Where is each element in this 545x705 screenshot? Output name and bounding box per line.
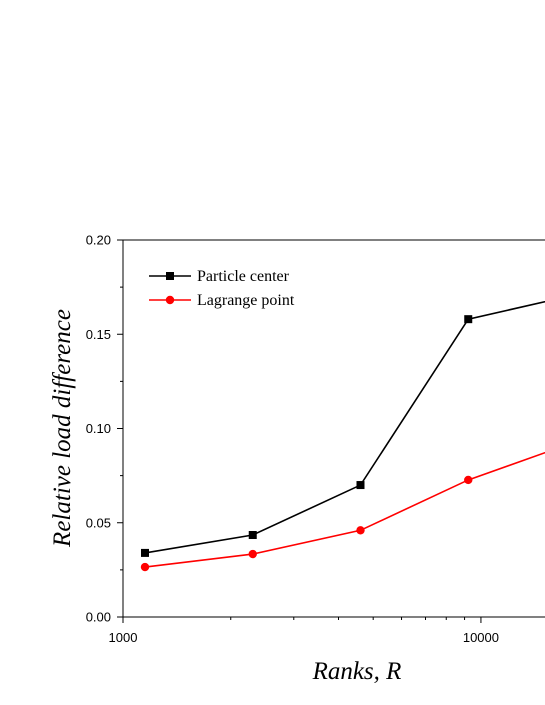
legend-marker bbox=[165, 295, 175, 305]
x-tick-label: 1000 bbox=[109, 630, 138, 645]
marker bbox=[248, 549, 257, 559]
legend-marker bbox=[166, 272, 174, 280]
marker bbox=[140, 562, 150, 572]
marker bbox=[464, 315, 473, 324]
y-tick-label: 0.15 bbox=[86, 327, 111, 342]
y-axis-title: Relative load difference bbox=[49, 309, 76, 548]
series-line bbox=[144, 300, 545, 554]
x-tick-label: 10000 bbox=[463, 630, 499, 645]
marker bbox=[356, 526, 365, 535]
plot-frame bbox=[122, 239, 545, 618]
y-tick-label: 0.20 bbox=[86, 233, 111, 248]
series-line bbox=[144, 451, 545, 568]
marker bbox=[140, 548, 149, 557]
marker bbox=[464, 475, 473, 485]
y-tick-label: 0.10 bbox=[86, 421, 111, 436]
marker bbox=[248, 531, 257, 540]
x-axis-title: Ranks, R bbox=[312, 658, 402, 685]
y-tick-label: 0.00 bbox=[86, 610, 111, 625]
legend-label: Particle center bbox=[197, 268, 290, 285]
legend-label: Lagrange point bbox=[197, 292, 295, 309]
marker bbox=[356, 481, 365, 490]
y-tick-label: 0.05 bbox=[86, 515, 111, 530]
